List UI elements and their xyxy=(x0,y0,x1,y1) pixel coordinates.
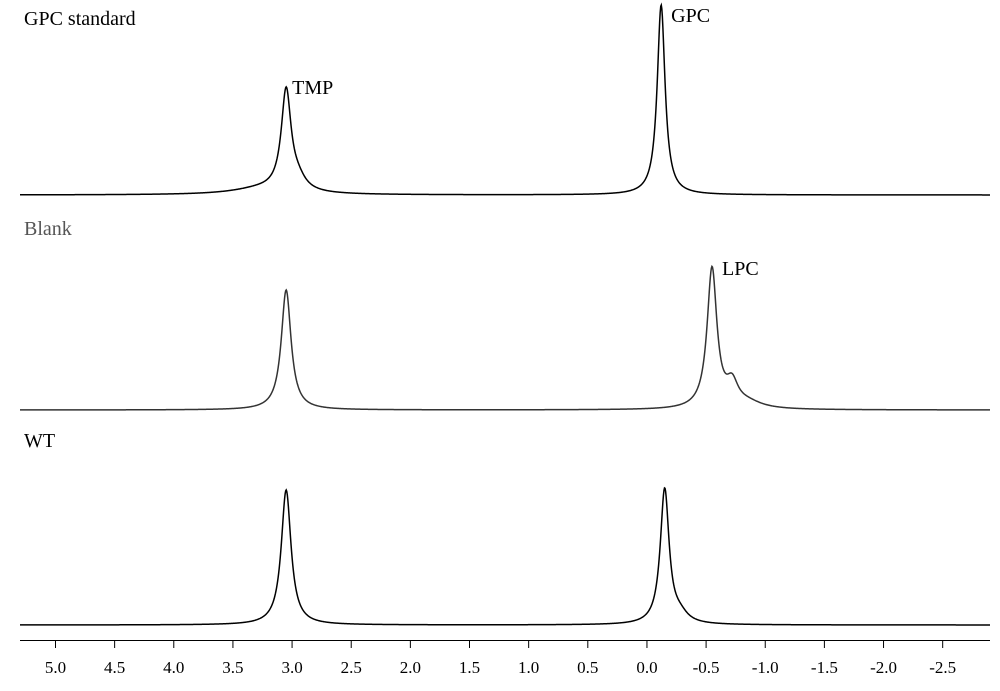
x-axis-tick-labels: 5.0 4.5 4.0 3.5 3.0 2.5 2.0 1.5 1.0 0.5 0.0 -0.5 -1.… xyxy=(0,658,1000,688)
panel-label-wt: WT xyxy=(24,430,55,453)
x-tick-label: -2.0 xyxy=(870,658,897,678)
x-tick-label: -0.5 xyxy=(693,658,720,678)
x-tick-label: 1.5 xyxy=(459,658,480,678)
peak-label-tmp: TMP xyxy=(292,77,333,100)
x-tick-label: 4.0 xyxy=(163,658,184,678)
peak-label-lpc: LPC xyxy=(722,258,759,281)
spectrum-trace xyxy=(20,488,990,625)
peak-label-gpc: GPC xyxy=(671,5,710,28)
x-tick-label: 3.0 xyxy=(281,658,302,678)
spectrum-panel-wt xyxy=(0,420,1000,635)
x-tick-label: -2.5 xyxy=(929,658,956,678)
x-tick-label: 0.5 xyxy=(577,658,598,678)
x-tick-label: -1.5 xyxy=(811,658,838,678)
spectrum-svg-blank xyxy=(0,210,1000,420)
x-tick-label: 2.0 xyxy=(400,658,421,678)
panel-label-blank: Blank xyxy=(24,218,72,241)
x-tick-label: 2.5 xyxy=(341,658,362,678)
x-tick-label: -1.0 xyxy=(752,658,779,678)
spectrum-panel-gpc_standard: TMP GPC xyxy=(0,0,1000,205)
spectrum-svg-gpc_standard xyxy=(0,0,1000,205)
nmr-spectra-figure: TMP GPC GPC standard LPC Blank WT 5.0 4.5 4.0 3.5… xyxy=(0,0,1000,691)
x-tick-label: 3.5 xyxy=(222,658,243,678)
x-tick-label: 1.0 xyxy=(518,658,539,678)
spectrum-panel-blank: LPC xyxy=(0,210,1000,420)
spectrum-svg-wt xyxy=(0,420,1000,635)
spectrum-trace xyxy=(20,266,990,410)
x-tick-label: 5.0 xyxy=(45,658,66,678)
x-tick-label: 4.5 xyxy=(104,658,125,678)
panel-label-gpc_standard: GPC standard xyxy=(24,8,136,31)
x-tick-label: 0.0 xyxy=(636,658,657,678)
spectrum-trace xyxy=(20,5,990,195)
